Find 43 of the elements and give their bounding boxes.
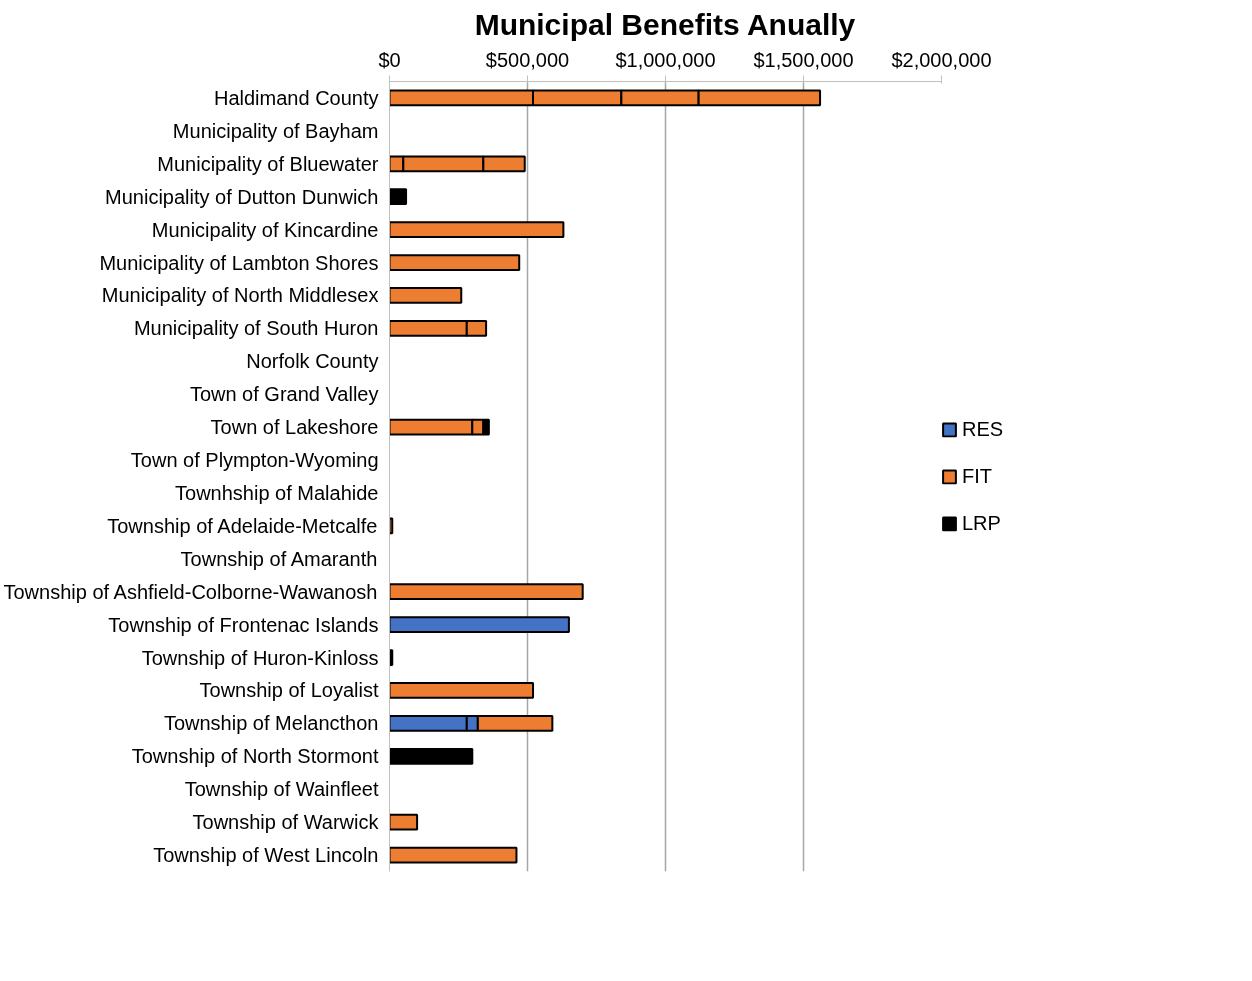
y-tick-label: Township of Frontenac Islands: [108, 613, 379, 636]
x-tick-label: $500,000: [485, 48, 570, 71]
y-tick-label: Townhship of Malahide: [175, 481, 379, 504]
chart-title: Municipal Benefits Anually: [474, 7, 856, 41]
bar: [389, 254, 521, 271]
bar: [389, 287, 463, 304]
y-tick-label: Municipality of North Middlesex: [101, 284, 379, 307]
y-tick-label: Township of Wainfleet: [184, 778, 379, 801]
bar: [389, 747, 474, 765]
y-tick-label: Township of Loyalist: [199, 679, 379, 702]
y-tick-label: Municipality of Bluewater: [157, 152, 379, 175]
y-tick-label: Municipality of Lambton Shores: [99, 251, 379, 274]
bar: [389, 221, 565, 239]
legend-label: FIT: [962, 464, 992, 488]
y-tick-label: Township of Adelaide-Metcalfe: [107, 514, 378, 537]
y-tick-label: Township of Ashfield-Colborne-Wawanosh: [3, 580, 378, 603]
y-tick-label: Town of Lakeshore: [210, 416, 379, 439]
y-tick-label: Township of Huron-Kinloss: [141, 646, 379, 669]
y-tick-label: Municipality of Bayham: [172, 119, 379, 142]
y-tick-label: Township of Melancthon: [163, 712, 379, 735]
y-tick-label: Norfolk County: [246, 350, 379, 373]
y-tick-label: Municipality of Dutton Dunwich: [105, 185, 379, 208]
y-tick-label: Township of North Stormont: [131, 745, 379, 768]
bar: [389, 583, 584, 601]
bar: [389, 682, 535, 699]
x-tick-label: $1,000,000: [615, 48, 716, 71]
x-tick-label: $2,000,000: [891, 48, 992, 71]
x-tick-label: $1,500,000: [753, 48, 854, 71]
y-tick-label: Town of Grand Valley: [189, 383, 379, 406]
y-tick-label: Town of Plympton-Wyoming: [130, 449, 379, 472]
bar: [389, 188, 408, 206]
y-tick-label: Township of Amaranth: [180, 547, 378, 570]
y-tick-label: Haldimand County: [213, 86, 379, 109]
bar: [389, 616, 570, 634]
y-tick-label: Township of Warwick: [192, 811, 380, 834]
bar: [389, 846, 518, 864]
legend-label: LRP: [962, 511, 1001, 535]
y-tick-label: Municipality of Kincardine: [151, 218, 379, 241]
bar: [389, 813, 419, 831]
y-tick-label: Municipality of South Huron: [133, 317, 379, 340]
y-tick-label: Township of West Lincoln: [153, 844, 379, 867]
legend-label: RES: [962, 417, 1004, 441]
x-tick-label: $0: [378, 48, 401, 71]
